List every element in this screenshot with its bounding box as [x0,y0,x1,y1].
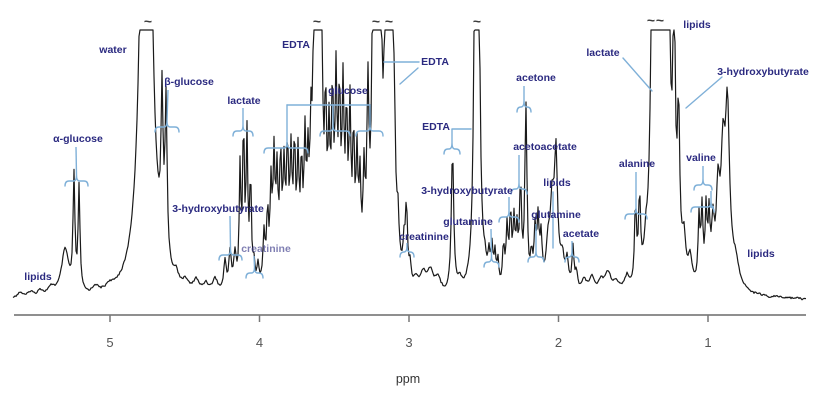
peak-label-lipids: lipids [747,248,775,260]
peak-label-lactate: lactate [586,47,619,59]
peak-label-3-hydroxybutyrate: 3-hydroxybutyrate [172,203,264,215]
peak-label-creatinine: creatinine [241,243,291,255]
peak-label-creatinine: creatinine [399,231,449,243]
peak-label-lipids: lipids [683,19,711,31]
peak-label-glucose: glucose [328,85,368,97]
peak-label-valine: valine [686,152,716,164]
peak-label-edta: EDTA [421,56,449,68]
assignment-connector-line-5 [399,67,419,85]
peak-label-edta: EDTA [422,121,450,133]
truncation-tilde-1: ~ [313,13,321,29]
peak-label-acetate: acetate [563,228,599,240]
peak-label-3-hydroxybutyrate: 3-hydroxybutyrate [717,66,809,78]
peak-label-3-hydroxybutyrate: 3-hydroxybutyrate [421,185,513,197]
assignment-brace-5 [263,141,309,154]
assignment-brace-11 [498,210,520,223]
truncation-tilde-0: ~ [144,13,152,29]
peak-label-water: water [98,44,126,56]
peak-label-glutamine: glutamine [443,216,493,228]
tick-label-2: 2 [555,335,562,350]
assignment-connector-line-9 [685,76,723,109]
truncation-tilde-6: ~ [656,12,664,28]
peak-label-glutamine: glutamine [531,209,581,221]
peak-label-lactate: lactate [227,95,260,107]
peak-label-lipids: lipids [24,271,52,283]
truncation-tilde-4: ~ [473,13,481,29]
assignment-brace-13 [516,100,532,113]
peak-label-acetoacetate: acetoacetate [513,141,577,153]
assignment-brace-stem-0 [75,146,78,176]
peak-label-alanine: alanine [619,158,655,170]
truncation-tilde-3: ~ [385,13,393,29]
peak-label-acetone: acetone [516,72,556,84]
spectrum-trace [12,29,807,301]
assignment-brace-10 [483,255,500,268]
tick-label-4: 4 [256,335,263,350]
peak-label--glucose: α-glucose [53,133,103,145]
assignment-connector-line-8 [622,57,653,92]
tick-label-3: 3 [405,335,412,350]
assignment-brace-4 [245,266,264,279]
assignment-brace-stem-1 [166,89,169,122]
assignment-brace-stem-3 [229,215,232,250]
assignment-brace-stem-10 [490,228,493,257]
peak-label-lipids: lipids [543,177,571,189]
peak-label--glucose: β-glucose [164,76,214,88]
tick-label-1: 1 [704,335,711,350]
assignment-brace-0 [64,174,89,187]
assignment-brace-2 [232,124,254,137]
assignment-brace-8 [443,142,461,155]
peak-label-edta: EDTA [282,39,310,51]
assignment-brace-stem-4 [253,255,256,268]
x-axis-title: ppm [396,372,420,386]
tick-label-5: 5 [106,335,113,350]
assignment-brace-17 [693,178,713,191]
truncation-tilde-2: ~ [372,13,380,29]
truncation-tilde-5: ~ [647,12,655,28]
